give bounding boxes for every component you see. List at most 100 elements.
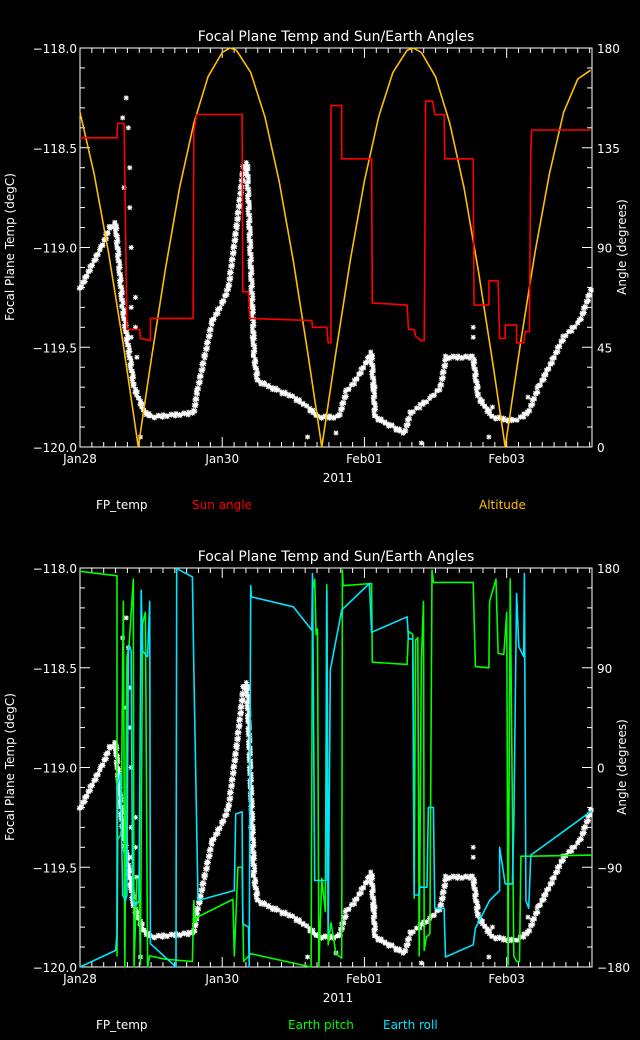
fp-temp-point bbox=[228, 275, 234, 281]
fp-temp-point bbox=[370, 885, 376, 891]
fp-temp-point bbox=[470, 334, 476, 340]
y-tick-label: −120.0 bbox=[33, 441, 77, 455]
fp-temp-point bbox=[266, 382, 272, 388]
fp-temp-point bbox=[236, 716, 242, 722]
fp-temp-point bbox=[215, 311, 221, 317]
fp-temp-point bbox=[370, 397, 376, 403]
fp-temp-point bbox=[578, 836, 584, 842]
fp-temp-point bbox=[224, 812, 230, 818]
fp-temp-point bbox=[407, 929, 413, 935]
fp-temp-point bbox=[130, 383, 136, 389]
fp-temp-point bbox=[440, 895, 446, 901]
fp-temp-point bbox=[475, 384, 481, 390]
fp-temp-point bbox=[438, 896, 444, 902]
fp-temp-point bbox=[440, 368, 446, 374]
fp-temp-point bbox=[447, 355, 453, 361]
fp-temp-point bbox=[563, 333, 569, 339]
fp-temp-point bbox=[116, 248, 122, 254]
fp-temp-point bbox=[234, 216, 240, 222]
fp-temp-point bbox=[118, 294, 124, 300]
fp-temp-point bbox=[369, 372, 375, 378]
fp-temp-point bbox=[129, 361, 135, 367]
fp-temp-point bbox=[484, 929, 490, 935]
fp-temp-point bbox=[521, 411, 527, 417]
y2-tick-label: 180 bbox=[597, 562, 620, 576]
fp-temp-point bbox=[542, 371, 548, 377]
fp-temp-point bbox=[243, 160, 249, 166]
fp-temp-point bbox=[489, 924, 495, 930]
fp-temp-point bbox=[226, 286, 232, 292]
fp-temp-point bbox=[531, 915, 537, 921]
fp-temp-point bbox=[80, 799, 86, 805]
fp-temp-point bbox=[246, 192, 252, 198]
fp-temp-point bbox=[244, 706, 250, 712]
fp-temp-point bbox=[451, 874, 457, 880]
fp-temp-point bbox=[369, 352, 375, 358]
fp-temp-point bbox=[530, 401, 536, 407]
fp-temp-point bbox=[497, 936, 503, 942]
fp-temp-point bbox=[319, 415, 325, 421]
fp-temp-point bbox=[229, 262, 235, 268]
fp-temp-point bbox=[235, 209, 241, 215]
fp-temp-point bbox=[438, 381, 444, 387]
fp-temp-point bbox=[250, 293, 256, 299]
fp-temp-point bbox=[471, 356, 477, 362]
fp-temp-point bbox=[343, 907, 349, 913]
fp-temp-point bbox=[116, 271, 122, 277]
fp-temp-point bbox=[369, 895, 375, 901]
fp-temp-point bbox=[133, 386, 139, 392]
fp-temp-point bbox=[134, 389, 140, 395]
fp-temp-point bbox=[389, 423, 395, 429]
fp-temp-point bbox=[408, 411, 414, 417]
fp-temp-point bbox=[527, 922, 533, 928]
fp-temp-point bbox=[341, 914, 347, 920]
fp-temp-point bbox=[80, 279, 86, 285]
fp-temp-point bbox=[250, 329, 256, 335]
fp-temp-point bbox=[128, 878, 134, 884]
y-tick-label: −118.0 bbox=[33, 42, 77, 56]
fp-temp-point bbox=[249, 787, 255, 793]
fp-temp-point bbox=[582, 304, 588, 310]
fp-temp-point bbox=[368, 879, 374, 885]
fp-temp-point bbox=[556, 343, 562, 349]
fp-temp-point bbox=[418, 960, 424, 966]
fp-temp-point bbox=[477, 399, 483, 405]
fp-temp-point bbox=[246, 222, 252, 228]
fp-temp-point bbox=[442, 877, 448, 883]
fp-temp-point bbox=[245, 195, 251, 201]
fp-temp-point bbox=[579, 310, 585, 316]
fp-temp-point bbox=[307, 928, 313, 934]
x-tick-label: Feb03 bbox=[488, 972, 525, 986]
fp-temp-point bbox=[239, 692, 245, 698]
fp-temp-point bbox=[116, 791, 122, 797]
fp-temp-point bbox=[572, 844, 578, 850]
fp-temp-point bbox=[230, 243, 236, 249]
fp-temp-point bbox=[198, 367, 204, 373]
fp-temp-point bbox=[143, 412, 149, 418]
fp-temp-point bbox=[250, 813, 256, 819]
fp-temp-point bbox=[290, 913, 296, 919]
fp-temp-point bbox=[501, 935, 507, 941]
legend-fp-temp: FP_temp bbox=[96, 498, 148, 512]
fp-temp-point bbox=[124, 339, 130, 345]
fp-temp-point bbox=[228, 795, 234, 801]
fp-temp-point bbox=[227, 269, 233, 274]
fp-temp-point bbox=[121, 310, 127, 316]
fp-temp-point bbox=[112, 219, 118, 225]
fp-temp-point bbox=[252, 876, 258, 882]
fp-temp-point bbox=[370, 365, 376, 371]
fp-temp-point bbox=[249, 854, 255, 860]
fp-temp-point bbox=[232, 230, 238, 236]
fp-temp-point bbox=[370, 875, 376, 881]
fp-temp-point bbox=[132, 814, 138, 820]
fp-temp-point bbox=[132, 324, 138, 330]
fp-temp-point bbox=[248, 807, 254, 813]
fp-temp-point bbox=[156, 413, 162, 419]
fp-temp-point bbox=[245, 729, 251, 735]
fp-temp-point bbox=[249, 267, 255, 273]
fp-temp-point bbox=[118, 297, 124, 303]
fp-temp-point bbox=[197, 892, 203, 898]
fp-temp-point bbox=[424, 919, 430, 925]
fp-temp-point bbox=[509, 418, 515, 424]
fp-temp-point bbox=[340, 405, 346, 411]
